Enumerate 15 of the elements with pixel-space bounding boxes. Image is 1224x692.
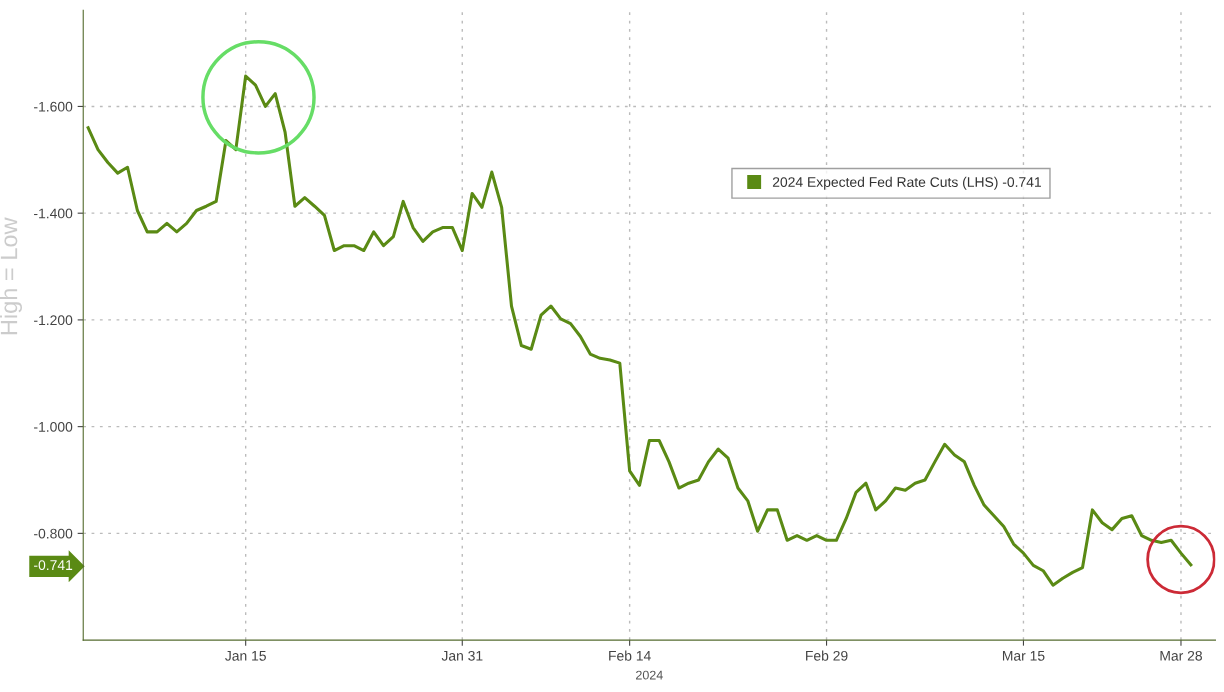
x-tick-label: Feb 14 [609, 650, 651, 661]
y-tick-label: -1.200 [34, 315, 73, 326]
y-tick-label: -1.000 [34, 421, 73, 432]
x-tick-label: Jan 31 [441, 650, 483, 661]
y-tick-label: -1.600 [34, 101, 73, 112]
x-tick-label: Jan 15 [225, 651, 266, 661]
y-tick-label: -0.800 [34, 528, 73, 539]
y-tick-label: -0.741 [34, 560, 73, 571]
x-tick-label: Mar 15 [1002, 651, 1045, 661]
x-tick-label: Mar 28 [1160, 650, 1202, 661]
text: 2024 [636, 670, 663, 680]
x-tick-label: Feb 29 [806, 650, 848, 661]
line-series [86, 74, 1193, 587]
y-tick-label: -1.400 [34, 208, 73, 219]
legend-label: 2024 Expected Fed Rate Cuts (LHS) -0.741 [772, 176, 1041, 190]
